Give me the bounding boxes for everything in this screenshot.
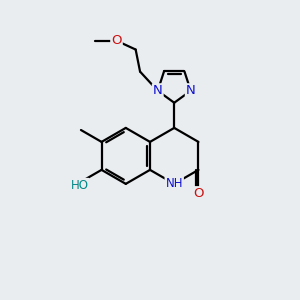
Text: O: O (111, 34, 122, 47)
Text: NH: NH (166, 177, 183, 190)
Text: O: O (193, 187, 204, 200)
Text: HO: HO (70, 179, 88, 192)
Text: methoxy: methoxy (94, 40, 100, 41)
Text: N: N (186, 84, 196, 97)
Text: N: N (153, 84, 163, 97)
